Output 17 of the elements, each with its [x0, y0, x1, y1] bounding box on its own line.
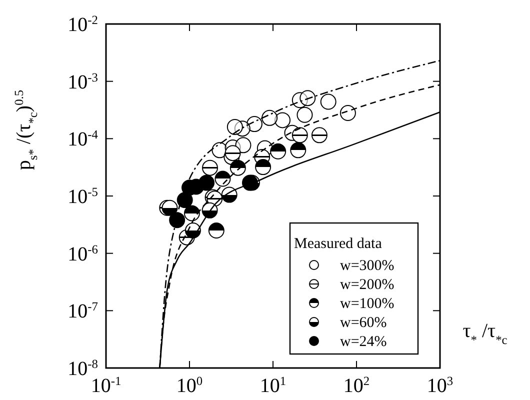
- x-tick-label: 10$^{1}$: [260, 374, 286, 397]
- y-tick-label: 10$^{-4}$: [68, 128, 98, 151]
- y-tick-label: 10$^{-7}$: [68, 300, 98, 323]
- y-tick-label: 10$^{-2}$: [68, 13, 98, 36]
- legend-title: Measured data: [294, 236, 382, 252]
- y-tick-label: 10$^{-6}$: [68, 242, 98, 266]
- legend-label: w=100%: [340, 296, 394, 312]
- y-tick-label: 10$^{-5}$: [68, 185, 98, 208]
- legend-label: w=200%: [340, 277, 394, 293]
- x-axis-title: τ$_{*}$ /τ$_{*c}$: [462, 320, 508, 347]
- legend-label: w=24%: [340, 334, 387, 350]
- y-tick-label: 10$^{-3}$: [68, 70, 98, 94]
- x-tick-label: 10$^{3}$: [426, 374, 454, 397]
- x-tick-label: 10$^{2}$: [343, 374, 370, 397]
- legend-label: w=60%: [340, 315, 387, 331]
- legend-label: w=300%: [340, 258, 394, 274]
- x-tick-label: 10$^{0}$: [176, 374, 203, 397]
